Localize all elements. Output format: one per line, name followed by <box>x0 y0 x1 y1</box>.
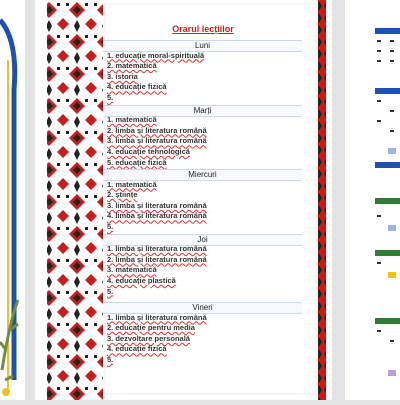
lesson: 2. limba și literatura română <box>107 125 207 135</box>
lesson: 4. educație tehnologică <box>107 146 190 156</box>
lesson: 4. limba și literatura română <box>107 211 207 221</box>
borders <box>47 0 326 400</box>
lesson: 5. <box>107 222 114 231</box>
day-header: Vineri <box>103 302 302 314</box>
lesson: 2. matematică <box>107 61 157 71</box>
lesson: 4. educație fizică <box>107 82 167 92</box>
lesson: 3. dezvoltare personală <box>107 333 190 343</box>
lesson: 1. matematică <box>107 115 157 125</box>
left-decoration <box>0 0 25 400</box>
title: Orarul lecțiilor <box>172 24 234 34</box>
lesson: 5. <box>107 286 114 296</box>
lesson: 2. limba și literatura română <box>107 254 207 264</box>
lesson: 4. educație plastică <box>107 275 176 285</box>
lesson: 3. limba și literatura română <box>107 136 207 146</box>
lesson: 5. <box>107 355 114 364</box>
timetable-page <box>35 0 332 400</box>
day-header: Miercuri <box>103 169 302 181</box>
day-header: Marți <box>103 104 302 117</box>
calendar-page <box>345 0 400 400</box>
lesson: 4. educație fizică <box>107 344 167 354</box>
lesson: 2. științe <box>107 190 138 200</box>
lesson: 5. <box>107 93 114 102</box>
lesson: 3. matematică <box>107 265 157 275</box>
lesson: 3. istoria <box>107 71 138 81</box>
left-page <box>0 0 25 400</box>
day-header: Luni <box>103 40 302 52</box>
lesson: 1. limba și literatura română <box>107 244 207 254</box>
lesson: 1. limba și literatura română <box>107 312 207 322</box>
day-header: Joi <box>103 233 302 246</box>
lesson: 3. limba și literatura română <box>107 200 207 210</box>
lesson: 1. educație moral-spirituală <box>107 50 205 60</box>
lesson: 2. educație pentru media <box>107 323 195 333</box>
calendar-decoration <box>345 0 400 400</box>
lesson: 5. educație fizică <box>107 157 167 167</box>
lesson: 1. matematică <box>107 179 157 189</box>
